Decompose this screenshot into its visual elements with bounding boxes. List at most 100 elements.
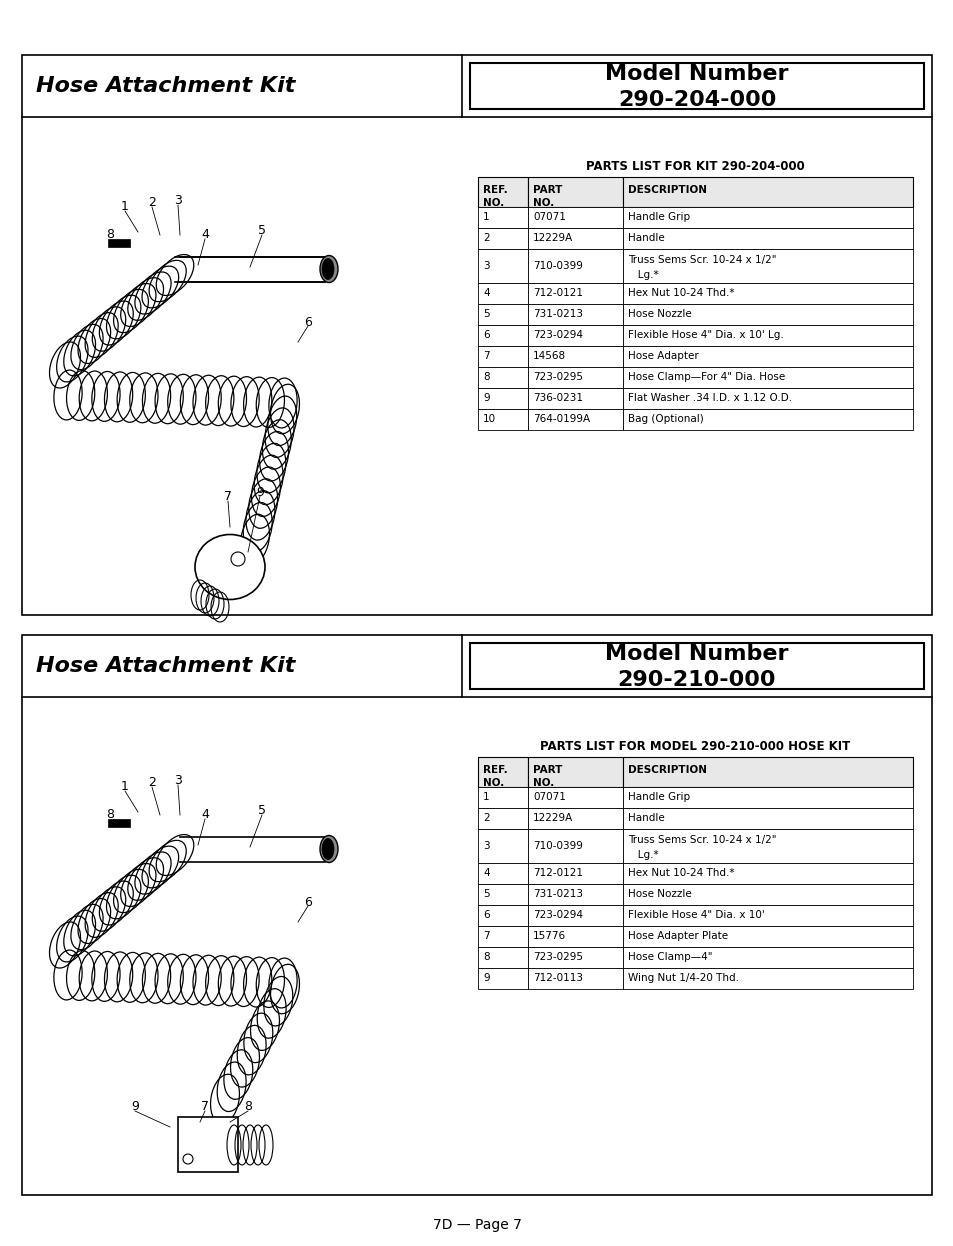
Text: 7: 7 — [482, 931, 489, 941]
Bar — [477, 228, 527, 249]
Text: Hose Adapter: Hose Adapter — [627, 351, 698, 361]
Bar — [622, 807, 912, 829]
Text: 8: 8 — [482, 952, 489, 962]
Bar — [527, 968, 622, 989]
Text: 4: 4 — [201, 809, 209, 821]
Bar — [622, 207, 912, 228]
Text: 723-0295: 723-0295 — [533, 373, 582, 383]
Bar — [527, 947, 622, 968]
Bar — [527, 228, 622, 249]
Bar — [622, 368, 912, 388]
Text: 9: 9 — [131, 1100, 139, 1114]
Text: 731-0213: 731-0213 — [533, 888, 582, 900]
Bar — [622, 883, 912, 905]
Text: Model Number: Model Number — [604, 64, 788, 83]
Text: Model Number: Model Number — [604, 644, 788, 664]
Bar — [470, 643, 923, 689]
Bar — [477, 758, 527, 787]
Text: PARTS LIST FOR KIT 290-204-000: PARTS LIST FOR KIT 290-204-000 — [585, 159, 804, 173]
Text: Hose Nozzle: Hose Nozzle — [627, 888, 691, 900]
Text: 07071: 07071 — [533, 212, 565, 222]
Text: 290-204-000: 290-204-000 — [618, 90, 776, 110]
Ellipse shape — [319, 255, 337, 283]
Ellipse shape — [322, 839, 334, 860]
Text: Hose Clamp—4": Hose Clamp—4" — [627, 952, 712, 962]
Bar — [527, 249, 622, 283]
Text: 12229A: 12229A — [533, 812, 573, 824]
Text: 3: 3 — [173, 194, 182, 208]
Text: 9: 9 — [255, 486, 264, 498]
Bar — [477, 304, 527, 325]
Text: Handle: Handle — [627, 812, 664, 824]
Text: NO.: NO. — [482, 198, 504, 208]
Text: Hose Adapter Plate: Hose Adapter Plate — [627, 931, 727, 941]
Text: 1: 1 — [482, 792, 489, 802]
Text: Truss Sems Scr. 10-24 x 1/2": Truss Sems Scr. 10-24 x 1/2" — [627, 835, 776, 845]
Bar — [477, 926, 527, 947]
Text: 1: 1 — [482, 212, 489, 222]
Bar — [527, 863, 622, 883]
Bar — [622, 968, 912, 989]
Bar — [477, 947, 527, 968]
Text: 07071: 07071 — [533, 792, 565, 802]
Bar — [527, 388, 622, 409]
Bar — [622, 863, 912, 883]
Text: 764-0199A: 764-0199A — [533, 414, 590, 424]
Bar — [22, 55, 931, 616]
Text: 6: 6 — [482, 330, 489, 340]
Text: 8: 8 — [482, 373, 489, 383]
Text: 10: 10 — [482, 414, 496, 424]
Text: 736-0231: 736-0231 — [533, 392, 582, 402]
Text: 5: 5 — [257, 805, 266, 817]
Bar — [108, 819, 130, 827]
Text: 712-0113: 712-0113 — [533, 973, 582, 983]
Bar — [622, 304, 912, 325]
Ellipse shape — [231, 552, 245, 566]
Bar — [622, 947, 912, 968]
Bar — [477, 325, 527, 346]
Bar — [622, 409, 912, 430]
Bar — [527, 368, 622, 388]
Text: 4: 4 — [482, 288, 489, 298]
Text: REF.: REF. — [482, 184, 507, 196]
Text: Handle Grip: Handle Grip — [627, 792, 689, 802]
Text: 723-0295: 723-0295 — [533, 952, 582, 962]
Bar — [527, 283, 622, 304]
Bar — [622, 388, 912, 409]
Text: 7D — Page 7: 7D — Page 7 — [432, 1219, 521, 1232]
Text: 5: 5 — [482, 888, 489, 900]
Text: 6: 6 — [304, 315, 312, 329]
Bar — [622, 758, 912, 787]
Text: 9: 9 — [482, 973, 489, 983]
Bar — [622, 926, 912, 947]
Bar — [477, 177, 527, 207]
Text: 7: 7 — [201, 1100, 209, 1114]
Text: Handle: Handle — [627, 233, 664, 243]
Bar — [622, 177, 912, 207]
Bar — [622, 787, 912, 807]
Bar — [527, 207, 622, 228]
Bar — [622, 325, 912, 346]
Bar — [622, 228, 912, 249]
Text: PART: PART — [533, 184, 561, 196]
Bar — [477, 207, 527, 228]
Bar — [527, 758, 622, 787]
Text: 712-0121: 712-0121 — [533, 288, 582, 298]
Bar — [477, 249, 527, 283]
Bar — [477, 968, 527, 989]
Text: NO.: NO. — [533, 198, 554, 208]
Text: 8: 8 — [106, 228, 113, 240]
Text: Bag (Optional): Bag (Optional) — [627, 414, 703, 424]
Text: 9: 9 — [482, 392, 489, 402]
Text: 8: 8 — [106, 807, 113, 821]
Bar — [622, 829, 912, 863]
Text: PARTS LIST FOR MODEL 290-210-000 HOSE KIT: PARTS LIST FOR MODEL 290-210-000 HOSE KI… — [539, 740, 850, 753]
Text: 5: 5 — [257, 224, 266, 238]
Bar — [178, 1116, 237, 1172]
Bar — [527, 829, 622, 863]
Text: 3: 3 — [482, 260, 489, 270]
Bar — [622, 346, 912, 368]
Text: 1: 1 — [121, 201, 129, 213]
Text: 4: 4 — [201, 228, 209, 242]
Text: Wing Nut 1/4-20 Thd.: Wing Nut 1/4-20 Thd. — [627, 973, 739, 983]
